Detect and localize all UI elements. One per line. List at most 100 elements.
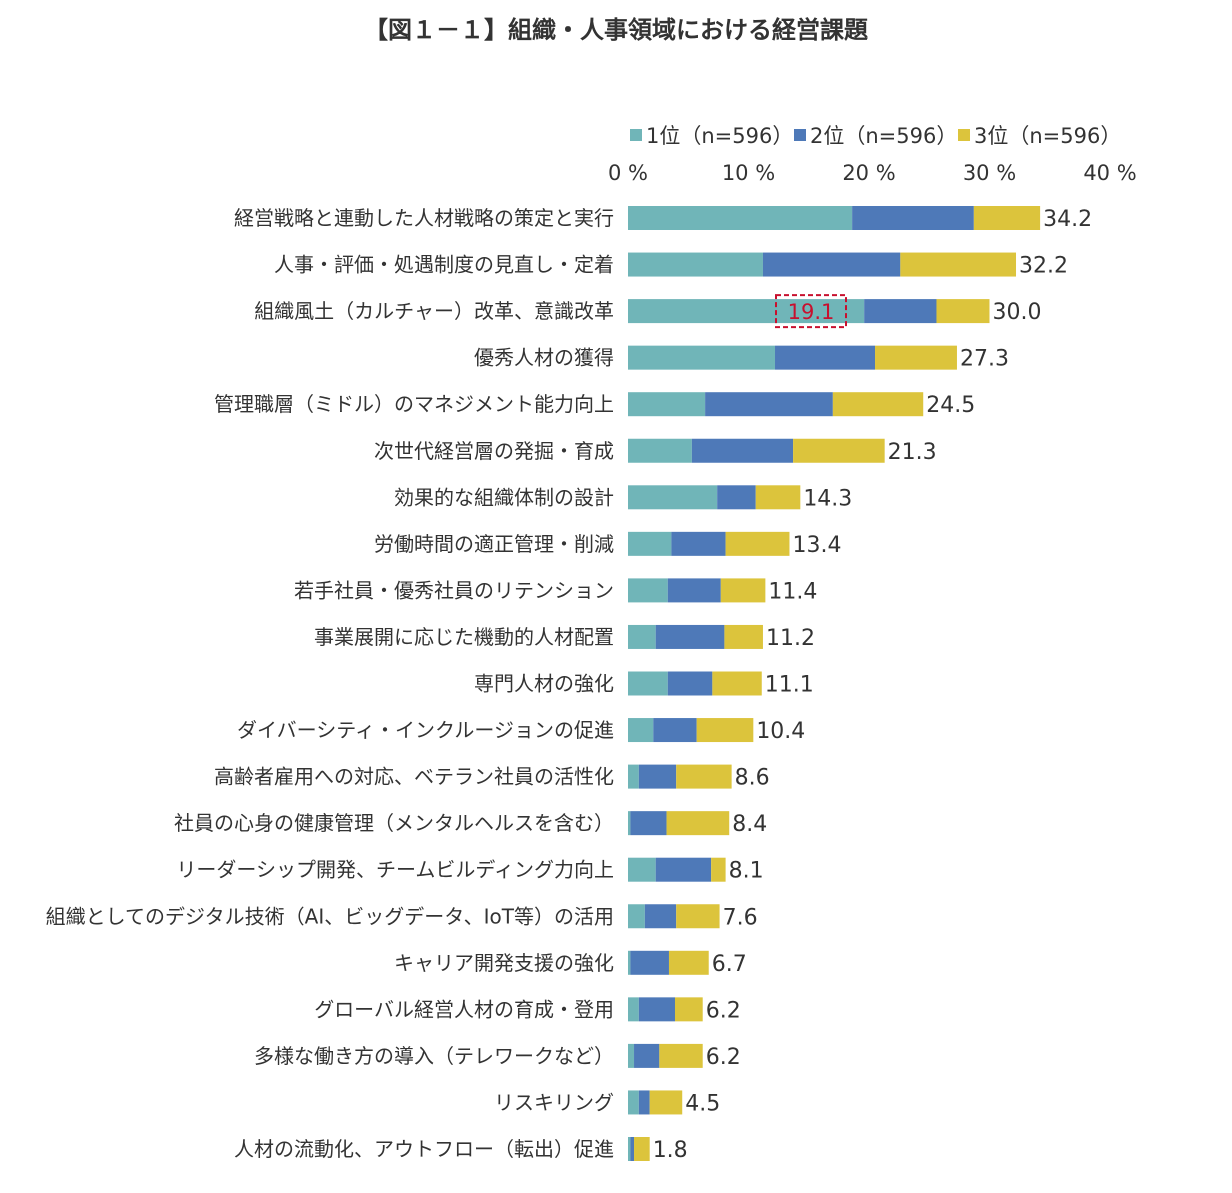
total-label: 6.2 [706,998,741,1023]
bar-segment-3 [900,252,1017,277]
bar-segment-3 [725,531,790,556]
category-label: 優秀人材の獲得 [474,346,614,370]
bar-segment-2 [852,206,974,230]
legend-swatch [794,129,806,141]
highlight-box [775,294,847,329]
bar-segment-3 [712,671,762,696]
bars [628,206,1041,1161]
category-label: キャリア開発支援の強化 [394,951,614,975]
bar-segment-1 [628,904,645,929]
total-label: 27.3 [960,347,1009,372]
bar-segment-2 [638,997,675,1022]
bar-segment-2 [655,624,725,649]
bar-segment-2 [638,764,677,789]
bar-segment-2 [667,671,713,696]
legend-swatch [958,129,970,141]
x-axis-ticks: 0 % 10 % 20 % 30 % 40 % [608,161,1137,185]
bar-segment-3 [720,578,766,603]
category-label: 経営戦略と連動した人材戦略の策定と実行 [234,206,614,230]
bar-segment-1 [628,997,639,1022]
bar-segment-2 [630,811,667,836]
highlight-value: 19.1 [788,300,835,324]
total-label: 1.8 [653,1138,688,1163]
bar-segment-3 [659,1043,703,1068]
total-label: 34.2 [1043,207,1092,232]
total-label: 13.4 [792,533,841,558]
bar-segment-1 [628,624,656,649]
category-labels: 経営戦略と連動した人材戦略の策定と実行人事・評価・処遇制度の見直し・定着組織風土… [46,206,614,1161]
x-tick-label: 0 % [608,161,648,185]
bar-segment-2 [630,950,669,975]
legend-label: 1位（n=596） [646,124,793,148]
chart-title: 【図１－１】組織・人事領域における経営課題 [364,16,868,44]
legend-swatch [630,129,642,141]
category-label: 高齢者雇用への対応、ベテラン社員の活性化 [214,765,614,789]
bar-segment-2 [630,1137,635,1161]
category-label: 人事・評価・処遇制度の見直し・定着 [274,253,614,277]
category-label: リスキリング [494,1090,614,1114]
x-tick-label: 30 % [963,161,1016,185]
category-label: 組織としてのデジタル技術（AI、ビッグデータ、IoT等）の活用 [46,904,614,928]
highlight-annotation: 19.1 [775,294,847,329]
category-label: グローバル経営人材の育成・登用 [314,997,614,1021]
bar-segment-1 [628,1137,631,1161]
bar-segment-3 [793,438,885,463]
bar-segment-2 [644,904,677,929]
bar-segment-1 [628,392,706,417]
total-label: 32.2 [1019,254,1068,279]
bar-segment-2 [667,578,721,603]
bar-segment-2 [762,252,901,277]
total-label: 8.1 [729,859,764,884]
bar-segment-1 [628,578,668,603]
bar-segment-3 [696,718,754,743]
bar-segment-3 [755,485,801,510]
category-label: 若手社員・優秀社員のリテンション [294,578,614,602]
category-label: 管理職層（ミドル）のマネジメント能力向上 [214,392,614,416]
bar-segment-2 [655,857,712,882]
category-label: 組織風土（カルチャー）改革、意識改革 [254,299,614,323]
bar-segment-3 [724,624,763,649]
bar-segment-1 [628,1090,639,1115]
category-label: 労働時間の適正管理・削減 [374,532,614,556]
category-label: 多様な働き方の導入（テレワークなど） [254,1044,614,1068]
bar-segment-3 [832,392,924,417]
bar-segment-2 [705,392,833,417]
bar-segment-1 [628,299,865,324]
category-label: リーダーシップ開発、チームビルディング力向上 [176,858,614,882]
bar-segment-1 [628,857,656,882]
bar-segment-3 [676,904,720,929]
bar-segment-3 [875,345,957,370]
x-tick-label: 20 % [842,161,895,185]
bar-segment-1 [628,811,631,836]
total-label: 11.1 [765,673,814,698]
category-label: 効果的な組織体制の設計 [394,485,614,509]
total-label: 8.4 [732,812,767,837]
total-label: 11.4 [768,579,817,604]
bar-segment-2 [717,485,756,510]
bar-segment-3 [973,206,1041,230]
total-label: 7.6 [723,905,758,930]
bar-segment-3 [649,1090,683,1115]
category-label: ダイバーシティ・インクルージョンの促進 [237,718,614,742]
bar-segment-3 [936,299,990,324]
bar-segment-3 [668,950,709,975]
bar-segment-1 [628,485,718,510]
legend: 1位（n=596） 2位（n=596） 3位（n=596） [630,124,1121,148]
legend-label: 2位（n=596） [810,124,957,148]
bar-segment-2 [671,531,726,556]
x-tick-label: 10 % [722,161,775,185]
total-label: 10.4 [756,719,805,744]
bar-segment-2 [691,438,794,463]
total-label: 30.0 [993,300,1042,325]
bar-segment-1 [628,345,776,370]
category-label: 専門人材の強化 [474,672,614,696]
category-label: 次世代経営層の発掘・育成 [374,439,614,463]
category-label: 人材の流動化、アウトフロー（転出）促進 [234,1137,614,1161]
bar-segment-2 [653,718,697,743]
bar-segment-1 [628,1043,635,1068]
total-label: 14.3 [803,486,852,511]
category-label: 事業展開に応じた機動的人材配置 [314,625,614,649]
total-label: 11.2 [766,626,815,651]
bar-segment-3 [676,764,732,789]
